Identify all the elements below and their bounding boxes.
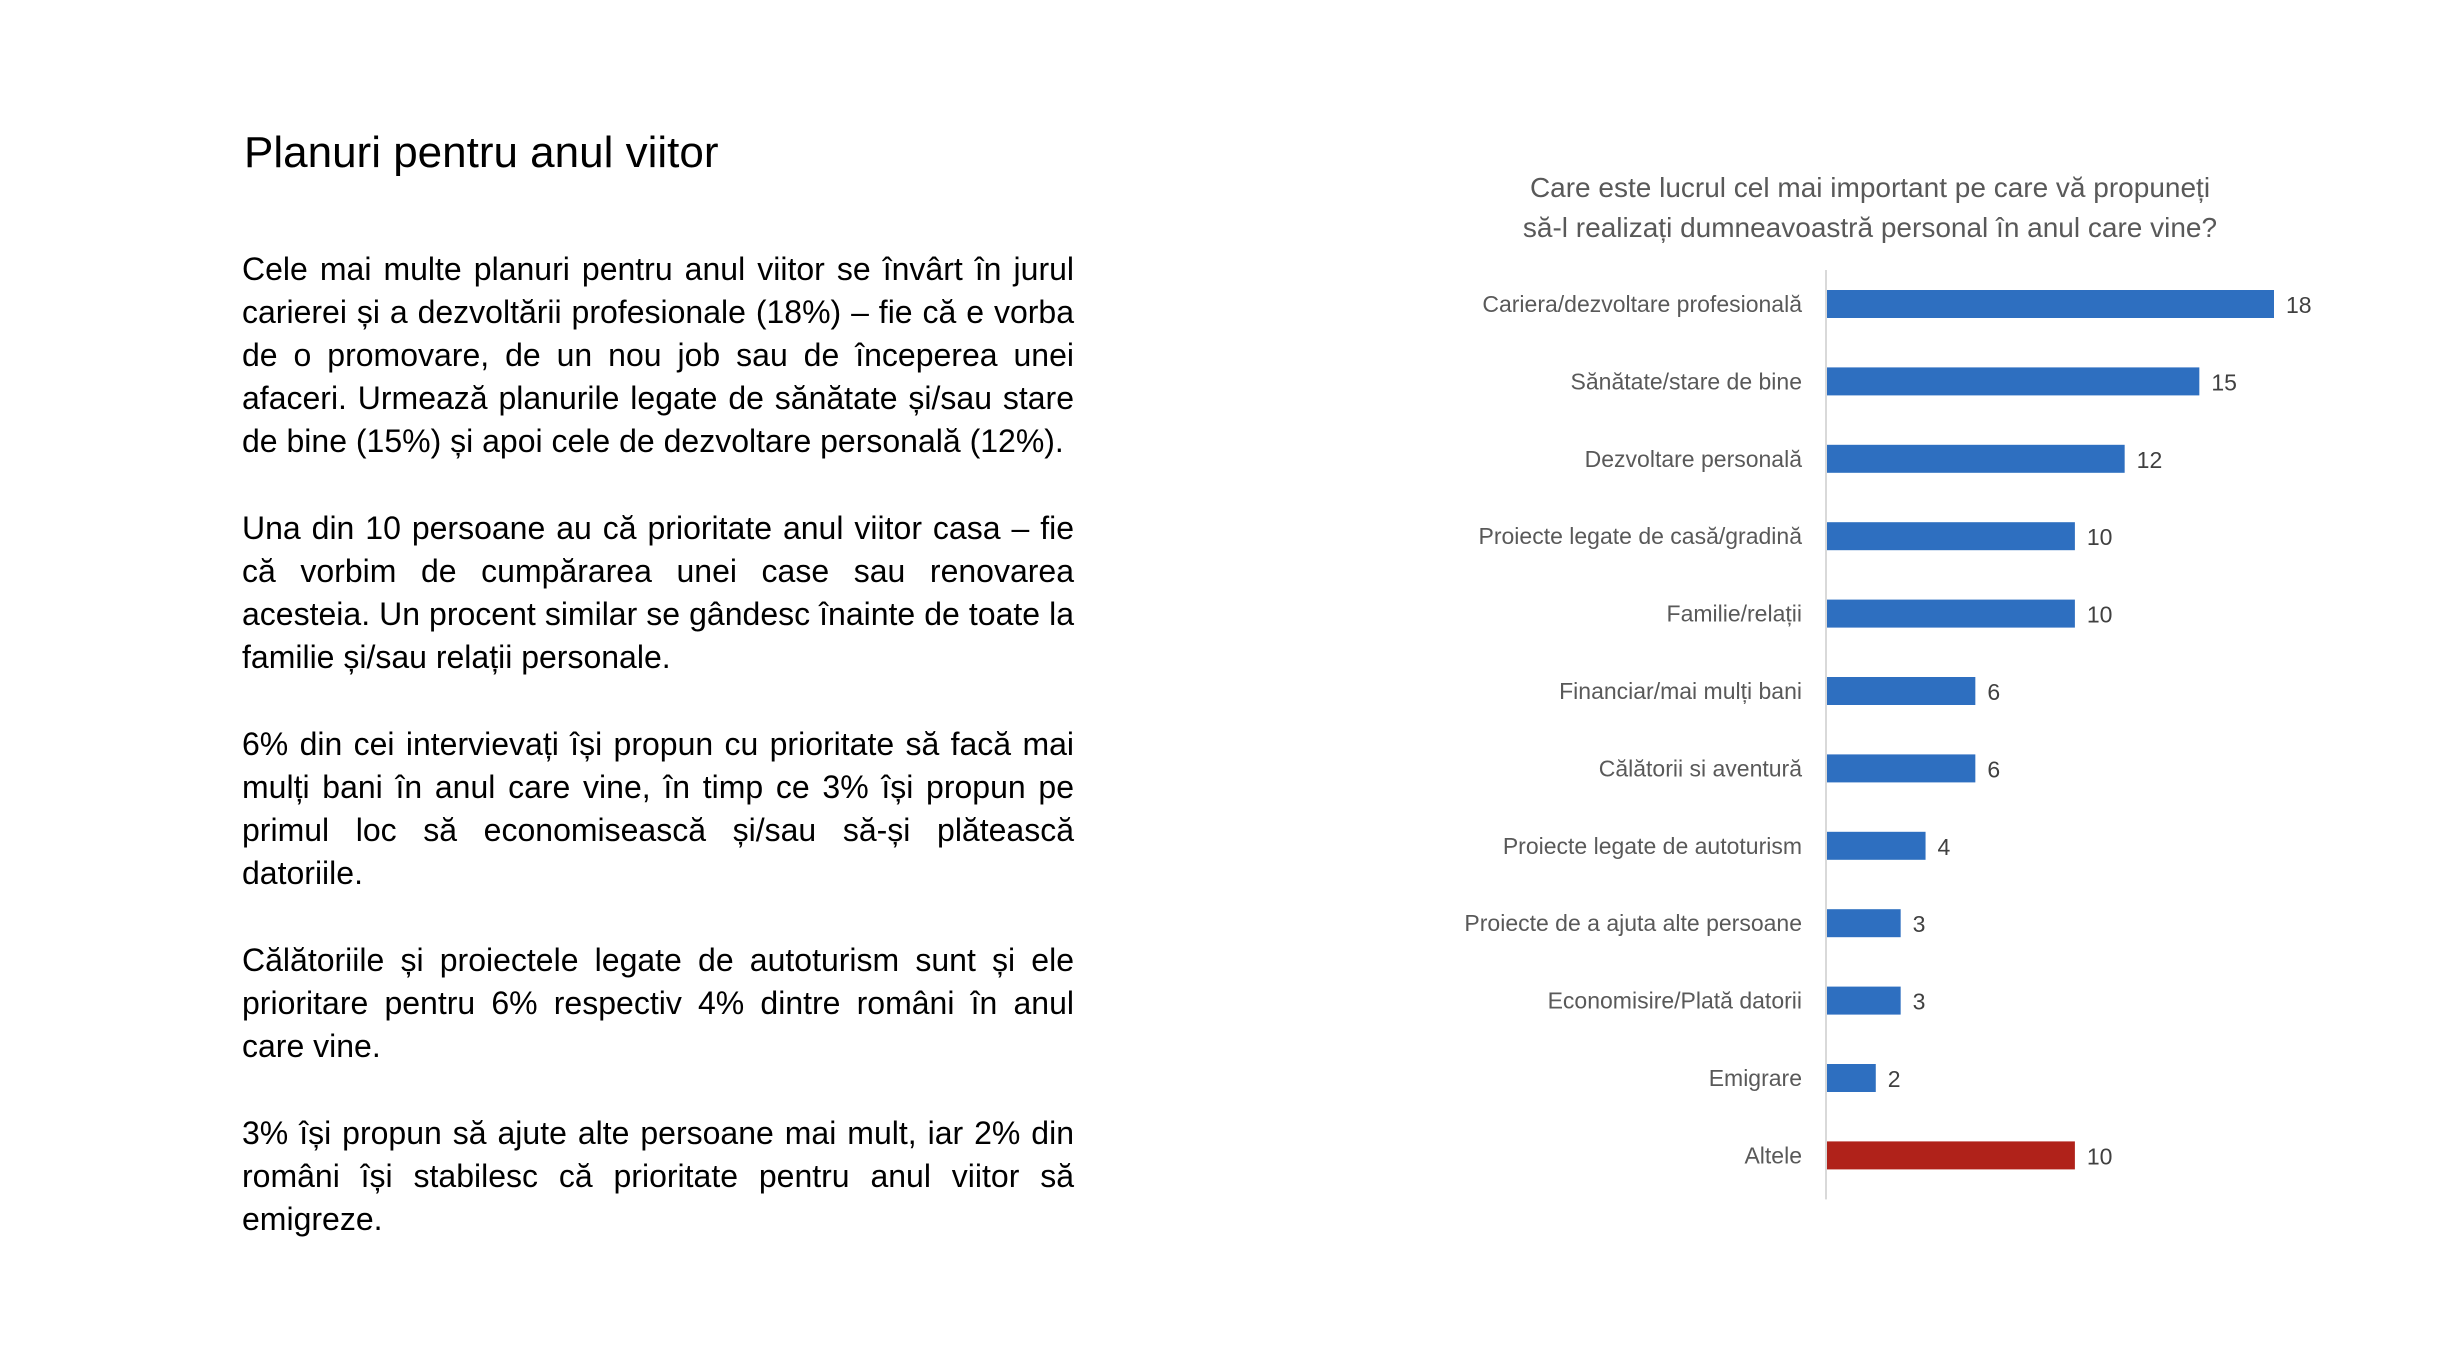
page-title: Planuri pentru anul viitor bbox=[244, 128, 719, 177]
category-label-1: Cariera/dezvoltare profesională bbox=[1482, 291, 1802, 317]
bar-12 bbox=[1826, 1141, 2075, 1170]
chart-title: Care este lucrul cel mai important pe ca… bbox=[1380, 168, 2360, 248]
category-label-9: Proiecte de a ajuta alte persoane bbox=[1464, 910, 1802, 936]
paragraph-2: Una din 10 persoane au că prioritate anu… bbox=[242, 510, 1074, 675]
data-label-6: 6 bbox=[1987, 679, 2000, 705]
bar-1 bbox=[1826, 290, 2274, 318]
bar-2 bbox=[1826, 367, 2200, 396]
body-text: Cele mai multe planuri pentru anul viito… bbox=[242, 248, 1074, 1285]
data-label-3: 12 bbox=[2137, 447, 2163, 473]
category-label-10: Economisire/Plată datorii bbox=[1548, 988, 1802, 1014]
category-label-4: Proiecte legate de casă/gradină bbox=[1479, 523, 1803, 549]
data-label-12: 10 bbox=[2087, 1143, 2113, 1169]
bar-7 bbox=[1826, 754, 1976, 783]
data-label-5: 10 bbox=[2087, 602, 2113, 628]
paragraph-1: Cele mai multe planuri pentru anul viito… bbox=[242, 251, 1074, 459]
data-label-10: 3 bbox=[1913, 989, 1926, 1015]
data-label-9: 3 bbox=[1913, 911, 1926, 937]
data-label-1: 18 bbox=[2286, 292, 2312, 318]
category-label-2: Sănătate/stare de bine bbox=[1571, 368, 1802, 394]
data-label-7: 6 bbox=[1987, 756, 2000, 782]
category-label-3: Dezvoltare personală bbox=[1585, 446, 1803, 472]
data-label-11: 2 bbox=[1888, 1066, 1901, 1092]
bar-10 bbox=[1826, 986, 1901, 1015]
category-label-5: Familie/relații bbox=[1667, 601, 1802, 627]
bar-5 bbox=[1826, 599, 2075, 628]
data-label-8: 4 bbox=[1938, 834, 1951, 860]
bar-9 bbox=[1826, 909, 1901, 938]
category-label-11: Emigrare bbox=[1709, 1065, 1802, 1091]
category-label-6: Financiar/mai mulți bani bbox=[1559, 678, 1802, 704]
category-label-12: Altele bbox=[1744, 1142, 1802, 1168]
bar-4 bbox=[1826, 522, 2075, 551]
bar-11 bbox=[1826, 1064, 1876, 1092]
paragraph-5: 3% își propun să ajute alte persoane mai… bbox=[242, 1115, 1074, 1237]
chart-title-line-2: să-l realizați dumneavoastră personal în… bbox=[1522, 212, 2218, 243]
data-label-4: 10 bbox=[2087, 524, 2113, 550]
category-label-8: Proiecte legate de autoturism bbox=[1503, 833, 1802, 859]
bar-3 bbox=[1826, 444, 2125, 473]
paragraph-3: 6% din cei intervievați își propun cu pr… bbox=[242, 726, 1074, 891]
chart-title-line-1: Care este lucrul cel mai important pe ca… bbox=[1529, 172, 2211, 203]
data-label-2: 15 bbox=[2211, 369, 2237, 395]
bar-6 bbox=[1826, 677, 1976, 705]
bar-8 bbox=[1826, 831, 1926, 860]
paragraph-4: Călătoriile și proiectele legate de auto… bbox=[242, 942, 1074, 1064]
category-label-7: Călătorii si aventură bbox=[1599, 755, 1802, 781]
